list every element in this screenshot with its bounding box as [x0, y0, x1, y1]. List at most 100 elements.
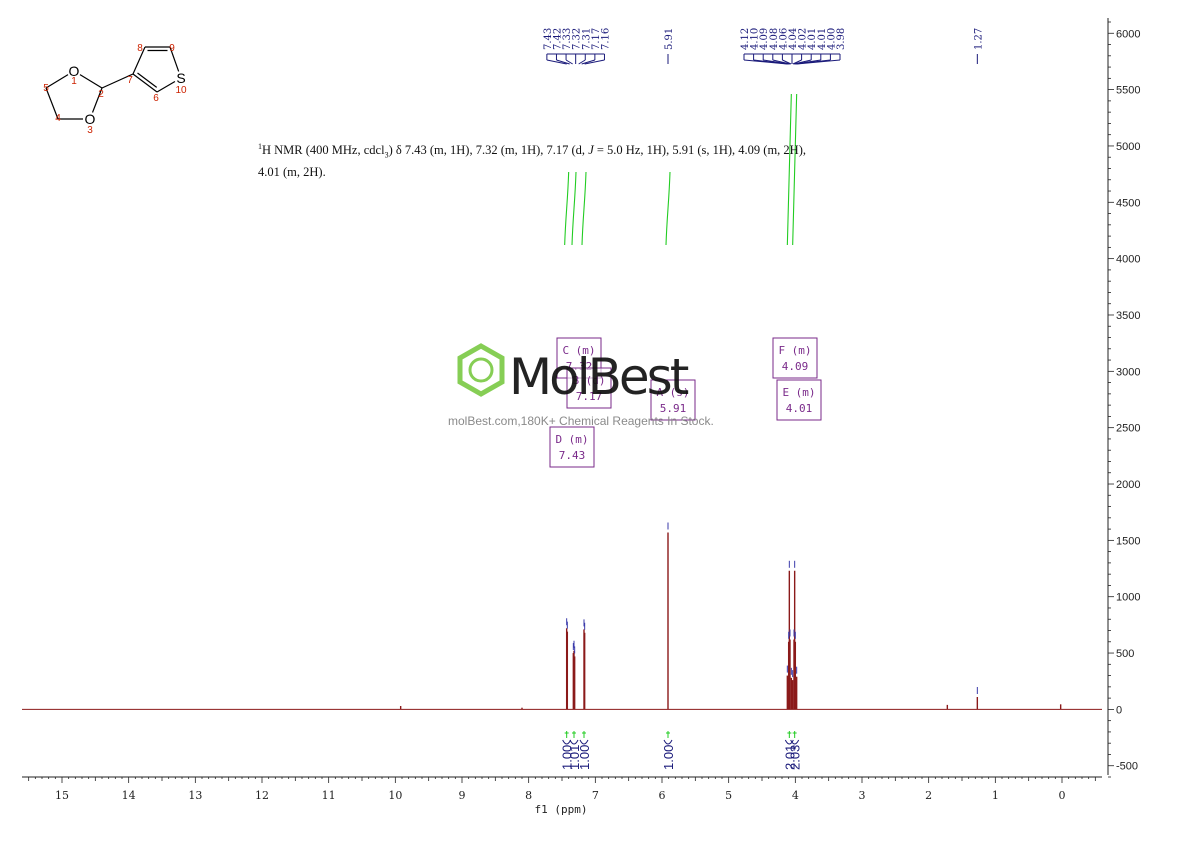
atom-number: 10: [175, 85, 187, 96]
multiplet-shift: 5.91: [660, 402, 687, 415]
integral-curves: [564, 93, 798, 246]
x-tick-label: 9: [459, 789, 466, 802]
multiplet-type: F (m): [778, 344, 811, 357]
nucleus-superscript: 1: [258, 142, 262, 151]
integral-curve: [786, 93, 792, 246]
multiplet-type: D (m): [555, 433, 588, 446]
peak-label-groups: 7.437.427.337.327.317.177.16 5.91 4.124.10…: [543, 28, 984, 65]
multiplet-type: A (s): [656, 386, 689, 399]
x-tick-label: 11: [322, 789, 336, 802]
atom-number: 8: [137, 43, 143, 54]
multiplet-type: E (m): [782, 386, 815, 399]
watermark-tagline: molBest.com,180K+ Chemical Reagents In S…: [448, 414, 714, 428]
peak-label: 3.98: [836, 28, 847, 50]
bond: [79, 74, 103, 89]
integral-value: 2.01: [782, 745, 797, 770]
multiplet-shift: 4.09: [782, 360, 809, 373]
y-tick-label: -500: [1116, 761, 1138, 773]
peak-label: 4.10: [750, 28, 761, 50]
peak-label: 4.04: [788, 28, 799, 50]
bond: [156, 81, 176, 93]
y-tick-label: 4000: [1116, 254, 1140, 266]
peak-label: 4.12: [740, 28, 751, 50]
peak-label-connector: [772, 59, 791, 65]
atom-label: S: [176, 70, 185, 86]
atom-number: 1: [71, 76, 77, 87]
x-tick-label: 14: [122, 789, 136, 802]
multiplet-shift: 4.01: [786, 402, 813, 415]
peak-label-connector: [546, 59, 567, 65]
multiplet-box-f: F (m) 4.09: [772, 337, 818, 379]
integral-bracket: [579, 739, 589, 745]
description-text-c: = 5.0 Hz, 1H), 5.91 (s, 1H), 4.09 (m, 2H…: [258, 143, 806, 179]
y-tick-label: 1500: [1116, 535, 1140, 547]
multiplet-type: C (m): [562, 344, 595, 357]
integral-bracket: [562, 739, 572, 745]
x-tick-label: 13: [188, 789, 202, 802]
x-tick-label: 8: [525, 789, 532, 802]
peak-label: 7.16: [600, 28, 611, 50]
x-tick-label: 4: [792, 789, 799, 802]
x-tick-label: 5: [725, 789, 732, 802]
peak-label: 7.43: [543, 28, 554, 50]
bond: [169, 46, 180, 72]
atom-number: 6: [153, 93, 159, 104]
integral-value: 1.01: [567, 745, 582, 770]
integral-value: 1.00: [661, 745, 676, 770]
x-tick-label: 3: [859, 789, 866, 802]
integral-value: 1.00: [577, 745, 592, 770]
x-tick-label: 7: [592, 789, 599, 802]
y-tick-label: 6000: [1116, 28, 1140, 40]
peak-label: 4.08: [769, 28, 780, 50]
bond: [45, 87, 59, 120]
nmr-description: 1H NMR (400 MHz, cdcl3) δ 7.43 (m, 1H), …: [258, 138, 818, 181]
bond: [132, 46, 146, 75]
integral-markers: 1.001.011.00 1.00 2.012.03: [560, 731, 803, 770]
atom-number: 7: [127, 75, 133, 86]
multiplet-box-a: A (s) 5.91: [650, 379, 696, 421]
x-axis-label: f1 (ppm): [535, 803, 588, 816]
description-subscript: 3: [384, 150, 389, 160]
peak-label-connector: [578, 59, 586, 65]
peak-label-connector: [792, 59, 802, 65]
y-tick-label: 4500: [1116, 197, 1140, 209]
peak-label-connector: [565, 59, 573, 65]
multiplet-frame: [549, 426, 595, 468]
y-tick-label: 3000: [1116, 366, 1140, 378]
multiplet-box-e: E (m) 4.01: [776, 379, 822, 421]
y-tick-label: 5000: [1116, 141, 1140, 153]
multiplet-frame: [776, 379, 822, 421]
x-tick-label: 15: [55, 789, 69, 802]
peak-label: 7.33: [562, 28, 573, 50]
integral-bracket: [784, 739, 794, 745]
bond: [45, 74, 69, 89]
peak-label: 7.32: [572, 28, 583, 50]
bond: [91, 87, 103, 113]
x-axis: 15 14 13 12 11 10 9 8 7 6 5 4 3 2 1 0: [22, 776, 1102, 802]
peak-label: 5.91: [664, 28, 675, 50]
x-tick-label: 6: [659, 789, 666, 802]
integral-bracket: [790, 739, 800, 745]
peak-label: 4.01: [807, 28, 818, 50]
integral-curve: [581, 171, 587, 246]
multiplet-frame: [772, 337, 818, 379]
atom-number: 9: [169, 43, 175, 54]
y-tick-label: 5500: [1116, 85, 1140, 97]
spectrum-peaks: [399, 522, 1062, 710]
y-axis: -500 0 500 1000 1500 2000 2500 3000 3500 4000 4500…: [1107, 18, 1140, 778]
y-tick-label: 2000: [1116, 479, 1140, 491]
description-text-b: ) δ 7.43 (m, 1H), 7.32 (m, 1H), 7.17 (d,: [388, 143, 589, 158]
x-tick-label: 0: [1059, 789, 1066, 802]
peak-label-connector: [796, 59, 841, 65]
atom-number: 3: [87, 125, 93, 136]
y-tick-label: 500: [1116, 648, 1134, 660]
x-tick-label: 10: [388, 789, 402, 802]
multiplet-frame: [566, 367, 612, 409]
peak-label: 7.17: [591, 28, 602, 50]
integral-curve: [571, 171, 577, 246]
peak-label: 4.06: [778, 28, 789, 50]
peak-label-connector: [763, 59, 790, 65]
multiplet-boxes: C (m)7.32B (d)7.17D (m)7.43A (s)5.91F (m…: [549, 337, 822, 468]
y-tick-label: 0: [1116, 704, 1122, 716]
peak-label: 4.02: [798, 28, 809, 50]
